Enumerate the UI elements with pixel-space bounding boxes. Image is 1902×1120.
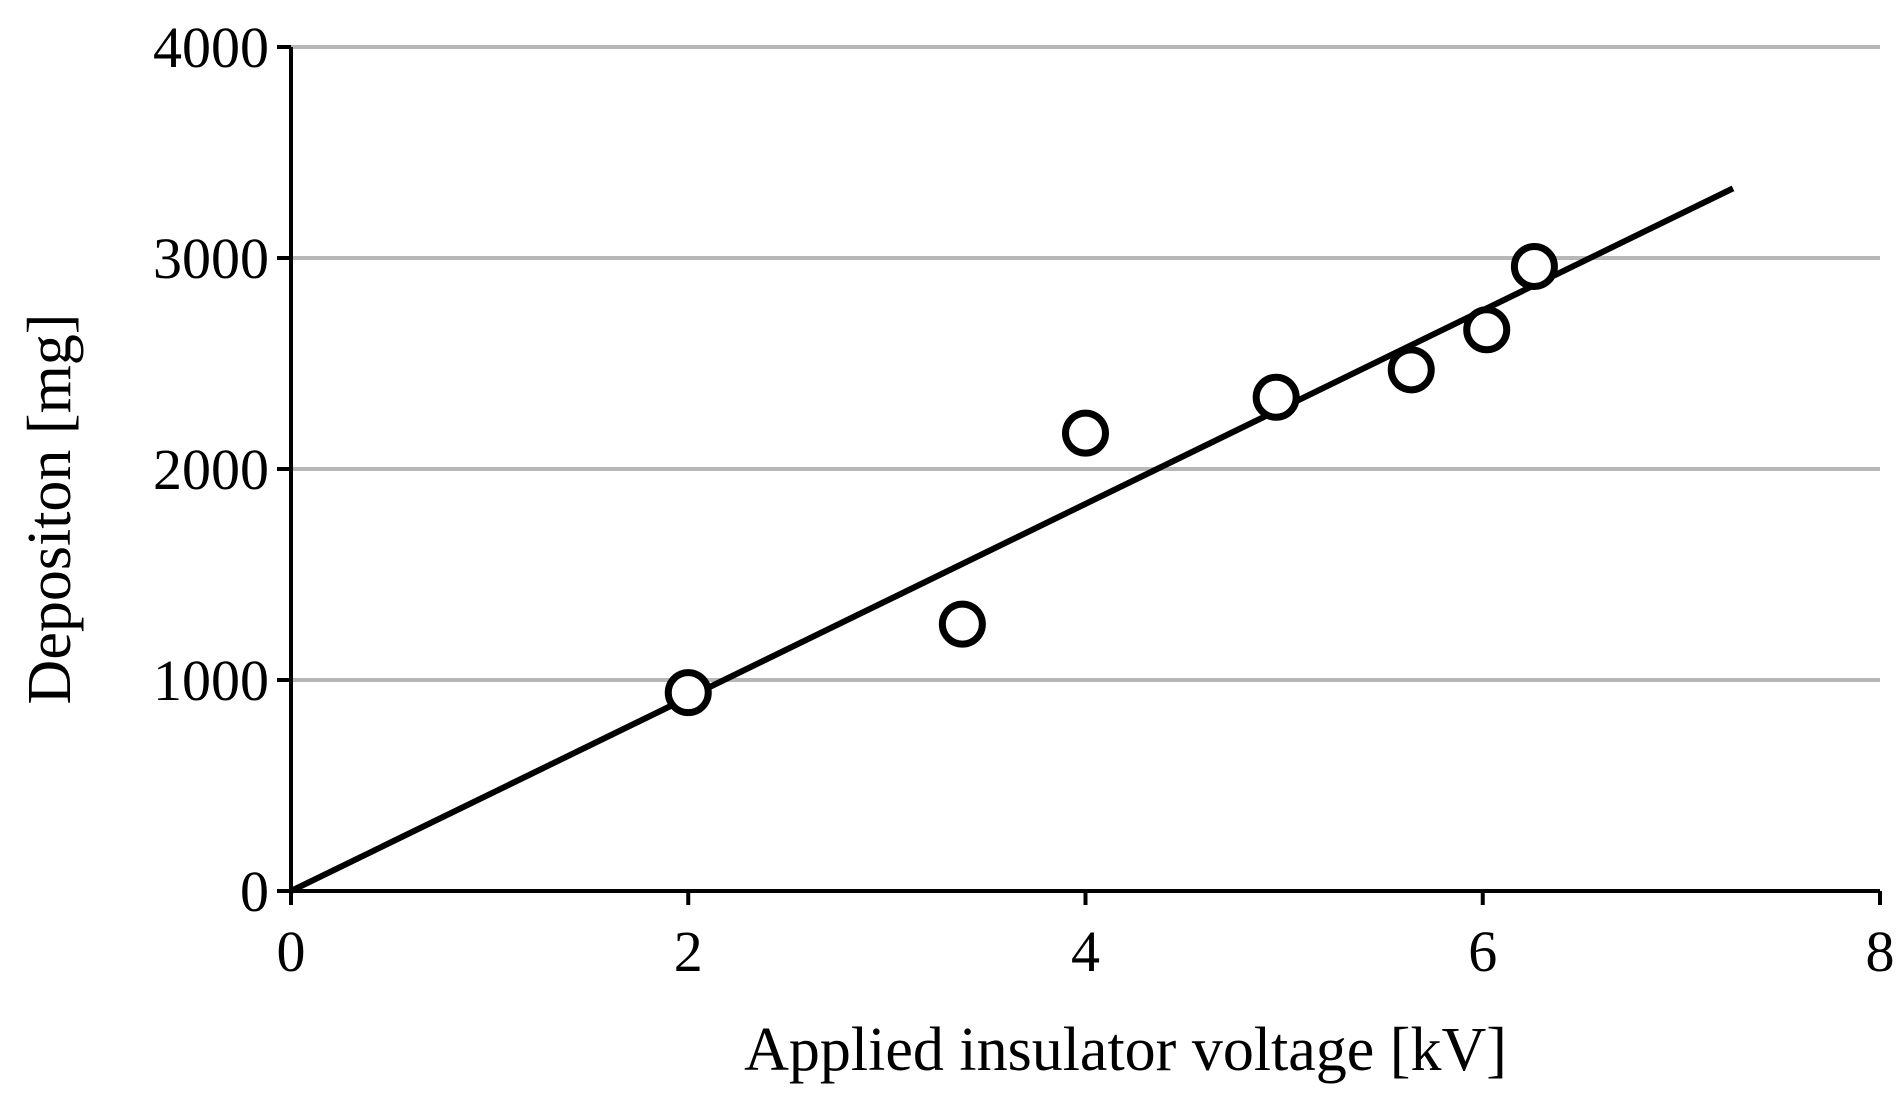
x-axis-title: Applied insulator voltage [kV] [744,1016,1507,1084]
data-points [664,242,1558,717]
data-point [1062,409,1109,457]
y-tick-label: 3000 [153,226,269,291]
x-tick-label: 6 [1468,919,1497,984]
tick-labels: 0 1000 2000 3000 4000 0 2 4 6 8 [153,15,1895,984]
gridlines [291,45,1880,682]
data-point [1252,373,1300,421]
trendline-layer [289,185,1735,894]
x-tick-label: 4 [1071,919,1100,984]
x-tick-label: 2 [674,919,703,984]
y-tick-label: 1000 [153,648,269,713]
data-point [938,600,986,648]
data-point [664,669,712,717]
x-tick-label: 8 [1866,919,1895,984]
y-tick-label: 2000 [153,437,269,502]
x-tick-label: 0 [277,919,306,984]
y-tick-label: 4000 [153,15,269,80]
y-tick-label: 0 [240,859,269,924]
y-axis-title: Depositon [mg] [16,314,84,705]
data-point [1387,346,1435,394]
axes [277,45,1882,905]
data-point [1463,306,1511,354]
data-point [1510,242,1558,290]
trendline [289,185,1735,894]
